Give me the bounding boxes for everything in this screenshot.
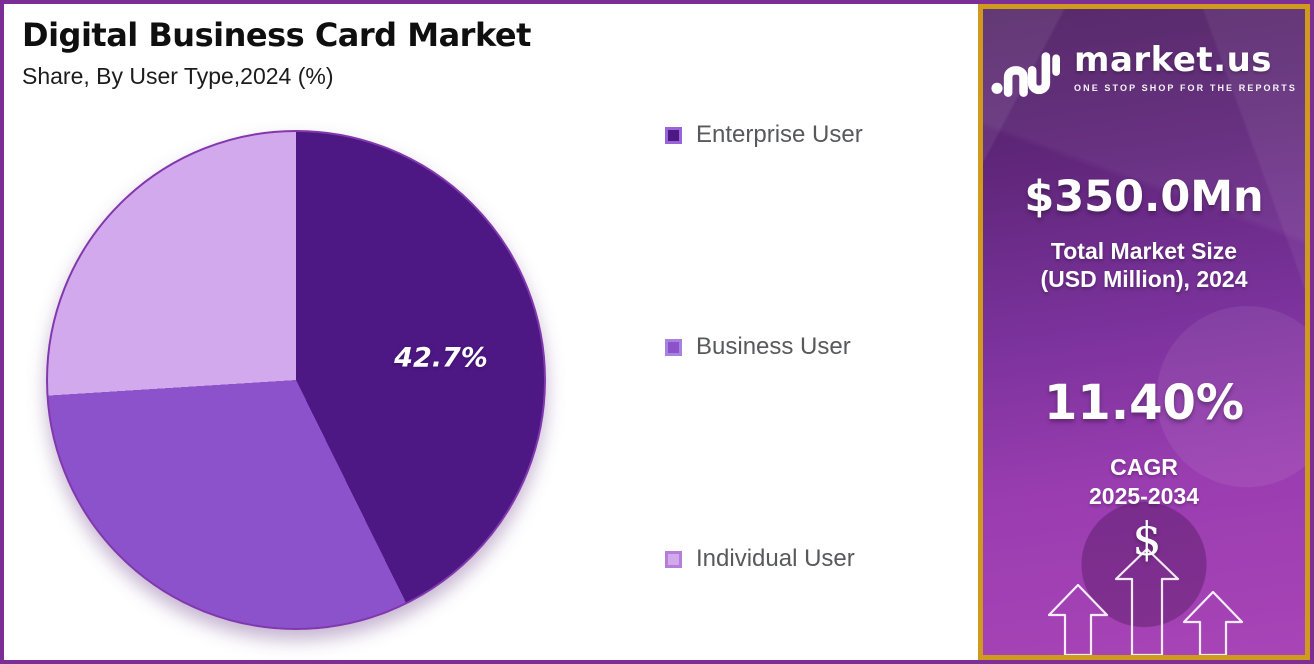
legend-item-individual-user: Individual User xyxy=(665,545,855,573)
marketus-logo-icon xyxy=(991,52,1061,97)
legend-swatch-individual-icon xyxy=(665,550,682,568)
cagr-value: 11.40% xyxy=(1044,375,1244,431)
page-title: Digital Business Card Market xyxy=(22,16,531,54)
cagr-label-line2: 2025-2034 xyxy=(1089,483,1199,510)
header: Digital Business Card Market Share, By U… xyxy=(22,16,531,90)
market-size-value: $350.0Mn xyxy=(1024,172,1264,222)
legend-label: Business User xyxy=(696,333,851,360)
brand-sidebar: market.us ONE STOP SHOP FOR THE REPORTS … xyxy=(978,4,1310,660)
market-size-label-line1: Total Market Size xyxy=(1050,238,1238,264)
brand-name: market.us xyxy=(1074,40,1273,80)
page-subtitle: Share, By User Type,2024 (%) xyxy=(22,63,334,89)
pie-chart xyxy=(46,130,546,630)
market-size-label-line2: (USD Million), 2024 xyxy=(1040,265,1248,292)
legend-item-business-user: Business User xyxy=(665,333,851,361)
market-size-label: Total Market Size (USD Million), 2024 xyxy=(983,238,1305,293)
brand-tagline: ONE STOP SHOP FOR THE REPORTS xyxy=(1074,82,1297,93)
legend-label: Enterprise User xyxy=(696,121,863,148)
cagr-label-line1: CAGR xyxy=(1110,454,1178,480)
legend-item-enterprise-user: Enterprise User xyxy=(665,121,863,149)
growth-arrows-icon xyxy=(1047,547,1244,655)
legend-swatch-business-icon xyxy=(665,338,682,356)
legend-swatch-enterprise-icon xyxy=(665,126,682,144)
brand-logo: market.us ONE STOP SHOP FOR THE REPORTS xyxy=(983,40,1305,99)
legend-label: Individual User xyxy=(696,545,855,572)
brand-logo-text: market.us ONE STOP SHOP FOR THE REPORTS xyxy=(1074,40,1297,93)
pie-chart-area: 42.7% xyxy=(46,130,546,630)
cagr-label: CAGR 2025-2034 xyxy=(983,453,1305,512)
pie-slice-value-label: 42.7% xyxy=(394,342,488,374)
